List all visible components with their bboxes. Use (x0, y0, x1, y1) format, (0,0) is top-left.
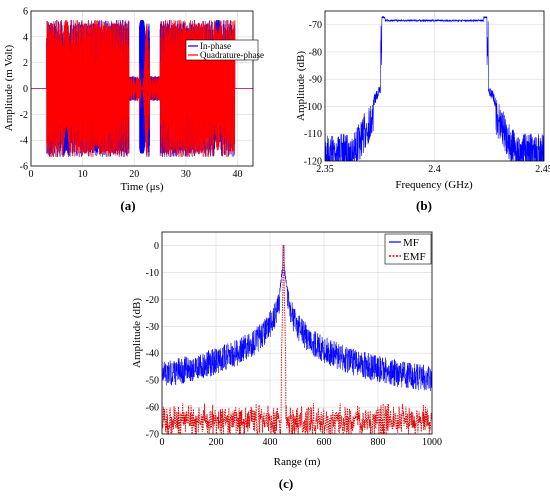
chart-c-ytick-0: -70 (146, 430, 159, 441)
chart-c-xtick-5: 1000 (422, 437, 442, 448)
chart-a-xtick-1: 10 (78, 169, 88, 180)
chart-b-xlabel: Frequency (GHz) (395, 179, 473, 191)
chart-a-ytick-2: -2 (20, 110, 28, 121)
chart-a-xtick-2: 20 (129, 169, 139, 180)
chart-c-ytick-3: -40 (146, 349, 159, 360)
chart-c-ytick-5: -20 (146, 295, 159, 306)
chart-a-ytick-3: 0 (23, 84, 28, 95)
chart-b-ytick-5: -70 (309, 20, 322, 31)
chart-c: 0 200 400 600 800 1000-70-60-50-40-30-20-100 … (131, 232, 442, 491)
chart-a-legend-label-1: Quadrature-phase (200, 50, 264, 60)
chart-b-panel-label: (b) (416, 198, 432, 213)
chart-a-ytick-1: -4 (20, 136, 28, 147)
chart-c-ytick-6: -10 (146, 268, 159, 279)
chart-c-xtick-2: 400 (263, 437, 278, 448)
chart-b-ytick-1: -110 (304, 129, 322, 140)
chart-b-ytick-4: -80 (309, 47, 322, 58)
chart-c-xtick-4: 800 (371, 437, 386, 448)
chart-a-legend: In-phase Quadrature-phase (186, 40, 264, 60)
chart-c-legend: MF EMF (385, 234, 431, 264)
chart-a-ytick-0: -6 (20, 162, 28, 173)
chart-c-ytick-1: -60 (146, 403, 159, 414)
chart-a-xlabel: Time (μs) (120, 181, 163, 193)
chart-c-legend-label-0: MF (403, 237, 419, 249)
chart-c-xlabel: Range (m) (274, 456, 321, 468)
chart-c-ytick-4: -30 (146, 322, 159, 333)
chart-c-panel-label: (c) (279, 476, 293, 491)
chart-a-ytick-4: 2 (23, 58, 28, 69)
chart-b-xtick-2: 2.45 (535, 164, 550, 175)
chart-b-ylabel: Amplitude (dB) (295, 51, 307, 121)
chart-a-ytick-6: 6 (23, 7, 28, 18)
chart-c-xtick-0: 0 (160, 437, 165, 448)
chart-a-ytick-5: 4 (23, 32, 28, 43)
chart-c-ytick-2: -50 (146, 376, 159, 387)
chart-a-ylabel: Amplitude (m Volt) (3, 44, 15, 131)
chart-a-xtick-3: 30 (181, 169, 191, 180)
chart-c-ylabel: Amplitude (dB) (131, 298, 143, 368)
chart-a-xtick-0: 0 (29, 169, 34, 180)
chart-b-ytick-3: -90 (309, 75, 322, 86)
chart-c-ytick-7: 0 (154, 241, 159, 252)
chart-c-xtick-3: 600 (317, 437, 332, 448)
chart-a-panel-label: (a) (120, 198, 135, 213)
chart-b-xtick-1: 2.4 (428, 164, 441, 175)
chart-c-legend-label-1: EMF (403, 251, 426, 263)
chart-c-xtick-1: 200 (209, 437, 224, 448)
chart-a-xtick-4: 40 (233, 169, 243, 180)
chart-a: 0 10 20 30 40 -6 -4 -2 0 2 4 6 In-phase Quadrature-… (3, 7, 264, 214)
chart-b-ytick-0: -120 (304, 157, 322, 168)
chart-b: 2.352.42.45-120-110-100-90-80-70 Frequen… (295, 11, 550, 213)
